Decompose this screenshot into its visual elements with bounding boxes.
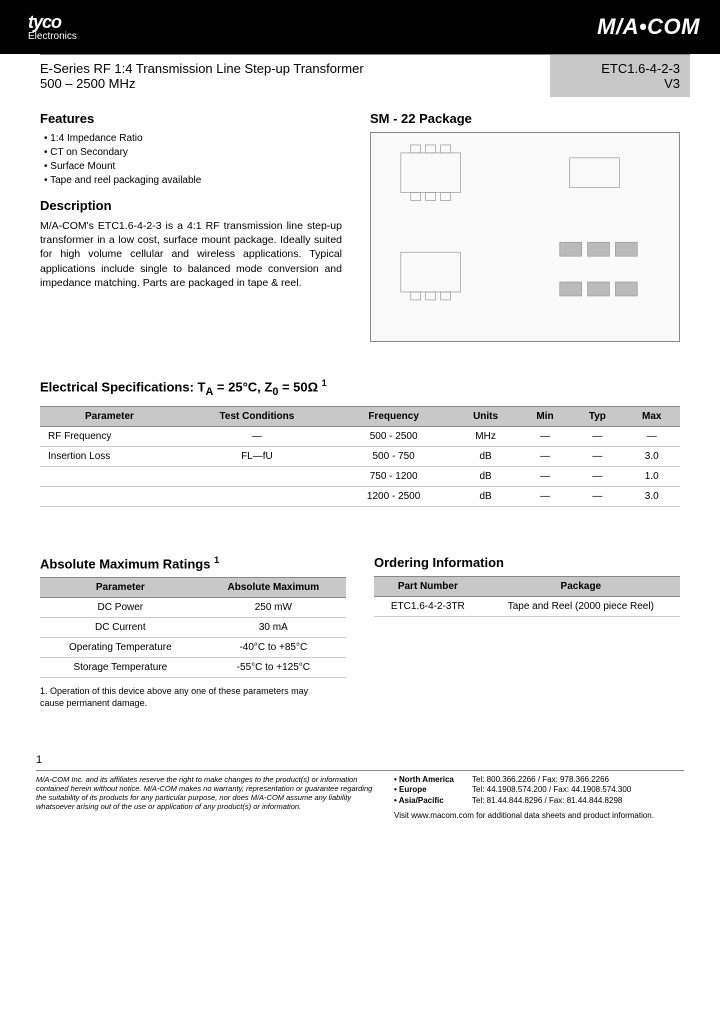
col-package: Package — [482, 576, 680, 596]
contact-row: • Asia/PacificTel: 81.44.844.8296 / Fax:… — [394, 796, 684, 807]
feature-item: Tape and reel packaging available — [44, 174, 342, 188]
contacts: • North AmericaTel: 800.366.2266 / Fax: … — [394, 775, 684, 822]
col-parameter: Parameter — [40, 578, 201, 598]
title-line-1: E-Series RF 1:4 Transmission Line Step-u… — [40, 61, 550, 76]
product-title: E-Series RF 1:4 Transmission Line Step-u… — [40, 54, 550, 97]
ordering-heading: Ordering Information — [374, 555, 680, 570]
header-bar: tyco Electronics M/A•COM — [0, 0, 720, 54]
page-number: 1 — [36, 754, 720, 766]
tyco-logo: tyco — [28, 12, 77, 33]
contact-row: • EuropeTel: 44.1908.574.200 / Fax: 44.1… — [394, 785, 684, 796]
feature-item: 1:4 Impedance Ratio — [44, 132, 342, 146]
description-heading: Description — [40, 198, 342, 213]
elec-spec-heading: Electrical Specifications: TA = 25°C, Z0… — [40, 378, 680, 398]
part-number-box: ETC1.6-4-2-3 V3 — [550, 54, 690, 97]
part-number: ETC1.6-4-2-3 — [560, 61, 680, 76]
table-row: DC Current30 mA — [40, 618, 346, 638]
ordering-table: Part Number Package ETC1.6-4-2-3TRTape a… — [374, 576, 680, 617]
abs-max-table: Parameter Absolute Maximum DC Power250 m… — [40, 577, 346, 678]
col-testcond: Test Conditions — [179, 406, 335, 426]
col-min: Min — [519, 406, 571, 426]
package-diagram — [370, 132, 680, 342]
subheader: E-Series RF 1:4 Transmission Line Step-u… — [40, 54, 690, 97]
footer: M/A-COM Inc. and its affiliates reserve … — [36, 770, 684, 822]
version: V3 — [560, 76, 680, 91]
table-row: Operating Temperature-40°C to +85°C — [40, 638, 346, 658]
col-frequency: Frequency — [335, 406, 452, 426]
col-parameter: Parameter — [40, 406, 179, 426]
col-typ: Typ — [571, 406, 623, 426]
features-list: 1:4 Impedance Ratio CT on Secondary Surf… — [40, 132, 342, 188]
abs-max-note: 1. Operation of this device above any on… — [40, 686, 320, 709]
table-row: ETC1.6-4-2-3TRTape and Reel (2000 piece … — [374, 596, 680, 616]
macom-logo: M/A•COM — [597, 14, 700, 40]
features-heading: Features — [40, 111, 342, 126]
disclaimer: M/A-COM Inc. and its affiliates reserve … — [36, 775, 382, 822]
elec-spec-table: Parameter Test Conditions Frequency Unit… — [40, 406, 680, 507]
title-line-2: 500 – 2500 MHz — [40, 76, 550, 91]
abs-max-heading: Absolute Maximum Ratings 1 — [40, 555, 346, 571]
feature-item: CT on Secondary — [44, 146, 342, 160]
table-row: RF Frequency — 500 - 2500 MHz — — — — [40, 426, 680, 446]
col-partnumber: Part Number — [374, 576, 482, 596]
table-row: 1200 - 2500 dB — — 3.0 — [40, 486, 680, 506]
package-heading: SM - 22 Package — [370, 111, 680, 126]
table-row: 750 - 1200 dB — — 1.0 — [40, 466, 680, 486]
electronics-label: Electronics — [28, 31, 77, 42]
table-row: DC Power250 mW — [40, 598, 346, 618]
feature-item: Surface Mount — [44, 160, 342, 174]
col-units: Units — [452, 406, 518, 426]
tyco-logo-block: tyco Electronics — [28, 12, 77, 42]
footer-url: Visit www.macom.com for additional data … — [394, 811, 684, 822]
contact-row: • North AmericaTel: 800.366.2266 / Fax: … — [394, 775, 684, 786]
package-svg — [371, 133, 679, 342]
table-row: Storage Temperature-55°C to +125°C — [40, 658, 346, 678]
description-body: M/A-COM's ETC1.6-4-2-3 is a 4:1 RF trans… — [40, 219, 342, 290]
col-absmax: Absolute Maximum — [201, 578, 346, 598]
col-max: Max — [623, 406, 680, 426]
table-row: Insertion Loss FL—fU 500 - 750 dB — — 3.… — [40, 446, 680, 466]
